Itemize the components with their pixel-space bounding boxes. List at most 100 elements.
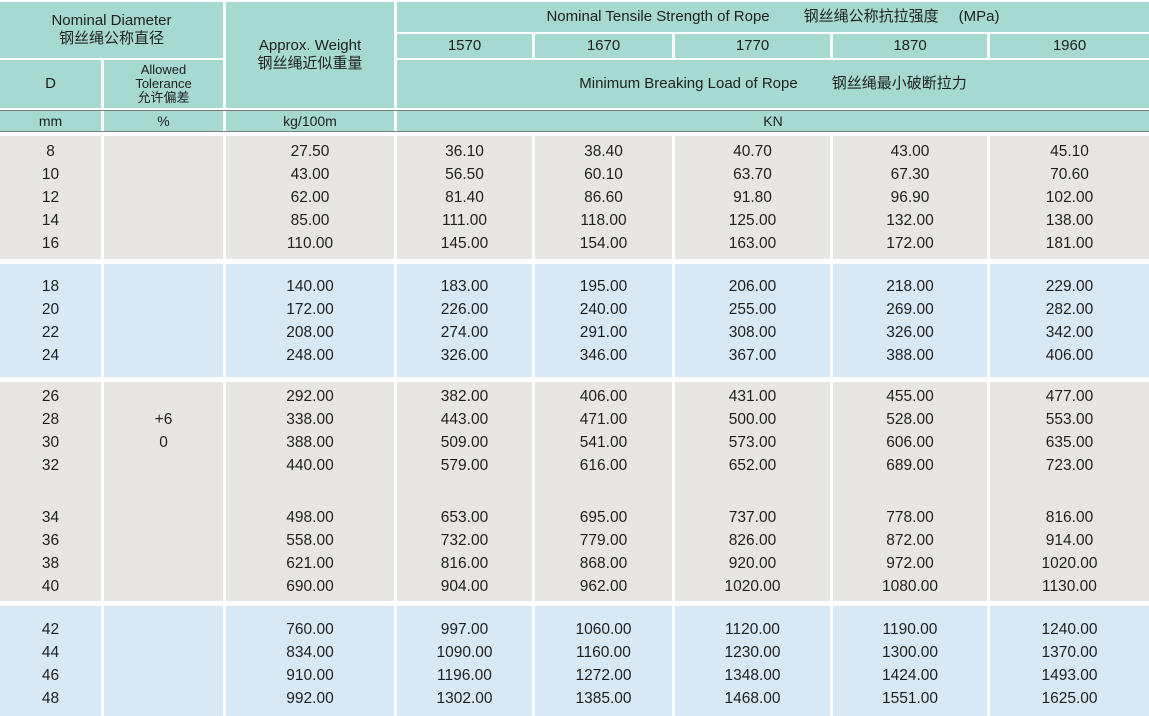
cell-weight-d48: 992.00	[286, 690, 334, 707]
cell-load-1870-d32: 689.00	[886, 457, 934, 474]
units-row: mm % kg/100m KN	[0, 110, 1149, 132]
header-grade-1870: 1870	[833, 34, 987, 58]
cell-load-1960-d48: 1625.00	[1041, 690, 1098, 707]
column-load-1670-group-1: 38.40 60.10 86.60 118.00 154.00	[535, 136, 672, 259]
cell-load-1960-d10: 70.60	[1050, 166, 1089, 183]
cell-load-1670-d34: 695.00	[579, 509, 628, 526]
cell-tolerance-d48	[104, 687, 223, 710]
cell-load-1570-d18: 183.00	[440, 278, 489, 295]
cell-tolerance-d30: 0	[159, 434, 168, 451]
column-load-1570-group-3: 382.00 443.00 509.00 579.00 653.00 732.00 816.…	[397, 382, 532, 601]
cell-load-1770-d38: 920.00	[728, 555, 777, 572]
cell-weight-d8: 27.50	[290, 143, 330, 160]
cell-load-1960-d30: 635.00	[1045, 434, 1094, 451]
column-weight-group-2: 140.00 172.00 208.00 248.00	[226, 264, 394, 377]
cell-load-1870-d30: 606.00	[886, 434, 934, 451]
unit-load-kn: KN	[397, 111, 1149, 131]
cell-load-1960-d24: 406.00	[1045, 347, 1094, 364]
cell-diameter-d8: 8	[46, 143, 55, 160]
cell-load-1670-d30: 541.00	[579, 434, 628, 451]
group-row-spacer	[226, 477, 394, 506]
column-weight-group-3: 292.00 338.00 388.00 440.00 498.00 558.00 621.…	[226, 382, 394, 601]
cell-tolerance-d40	[104, 575, 223, 598]
cell-diameter-d18: 18	[41, 278, 60, 295]
group-row-spacer	[675, 477, 830, 506]
cell-tolerance-d18	[104, 275, 223, 298]
cell-load-1770-d36: 826.00	[728, 532, 777, 549]
cell-weight-d46: 910.00	[286, 667, 334, 684]
cell-tolerance-d34	[104, 506, 223, 529]
group-row-spacer	[833, 477, 987, 506]
cell-load-1870-d46: 1424.00	[881, 667, 939, 684]
cell-load-1570-d34: 653.00	[440, 509, 489, 526]
cell-diameter-d10: 10	[41, 166, 60, 183]
header-allowed-tolerance-line2: Tolerance	[135, 76, 192, 91]
column-load-1870-group-1: 43.00 67.30 96.90 132.00 172.00	[833, 136, 987, 259]
cell-load-1870-d42: 1190.00	[882, 621, 938, 638]
cell-load-1770-d40: 1020.00	[724, 578, 781, 595]
cell-load-1870-d44: 1300.00	[881, 644, 939, 661]
header-grade-1770: 1770	[675, 34, 830, 58]
cell-load-1870-d10: 67.30	[890, 166, 930, 183]
cell-weight-d20: 172.00	[286, 301, 334, 318]
cell-weight-d18: 140.00	[286, 278, 334, 295]
cell-diameter-d36: 36	[41, 532, 60, 549]
column-load-1770-group-4: 1120.00 1230.00 1348.00 1468.00	[675, 606, 830, 716]
cell-load-1670-d48: 1385.00	[575, 690, 632, 707]
cell-tolerance-d20	[104, 298, 223, 321]
header-tensile-strength-unit: (MPa)	[958, 8, 1000, 25]
cell-load-1870-d14: 132.00	[886, 212, 934, 229]
cell-weight-d30: 388.00	[286, 434, 334, 451]
cell-diameter-d20: 20	[41, 301, 60, 318]
cell-weight-d26: 292.00	[286, 388, 334, 405]
cell-load-1670-d38: 868.00	[579, 555, 628, 572]
cell-load-1870-d38: 972.00	[886, 555, 934, 572]
cell-load-1960-d8: 45.10	[1050, 143, 1089, 160]
cell-tolerance-d22	[104, 321, 223, 344]
column-load-1770-group-2: 206.00 255.00 308.00 367.00	[675, 264, 830, 377]
cell-load-1960-d34: 816.00	[1045, 509, 1094, 526]
cell-diameter-d38: 38	[41, 555, 60, 572]
cell-load-1670-d22: 291.00	[579, 324, 628, 341]
column-load-1870-group-2: 218.00 269.00 326.00 388.00	[833, 264, 987, 377]
header-tensile-strength-en: Nominal Tensile Strength of Rope	[546, 8, 770, 25]
cell-load-1960-d16: 181.00	[1045, 235, 1094, 252]
cell-load-1960-d14: 138.00	[1045, 212, 1094, 229]
column-load-1570-group-1: 36.10 56.50 81.40 111.00 145.00	[397, 136, 532, 259]
cell-load-1960-d26: 477.00	[1045, 388, 1094, 405]
cell-tolerance-d42	[104, 618, 223, 641]
column-tolerance-group-3: +6 0	[104, 382, 223, 601]
cell-diameter-d22: 22	[41, 324, 60, 341]
cell-load-1770-d24: 367.00	[728, 347, 777, 364]
cell-load-1770-d30: 573.00	[728, 434, 777, 451]
cell-tolerance-d28: +6	[154, 411, 173, 428]
group-row-spacer	[990, 477, 1149, 506]
group-row-spacer	[104, 477, 223, 506]
cell-diameter-d24: 24	[41, 347, 60, 364]
header-tensile-strength-zh: 钢丝绳公称抗拉强度	[803, 8, 939, 25]
header-allowed-tolerance-zh: 允许偏差	[137, 90, 190, 105]
cell-load-1570-d20: 226.00	[440, 301, 489, 318]
cell-weight-d44: 834.00	[286, 644, 334, 661]
cell-load-1670-d26: 406.00	[579, 388, 628, 405]
cell-load-1770-d26: 431.00	[728, 388, 777, 405]
column-load-1960-group-1: 45.10 70.60 102.00 138.00 181.00	[990, 136, 1149, 259]
cell-load-1570-d16: 145.00	[440, 235, 489, 252]
header-approx-weight: Approx. Weight 钢丝绳近似重量	[226, 2, 394, 108]
column-load-1670-group-4: 1060.00 1160.00 1272.00 1385.00	[535, 606, 672, 716]
cell-load-1570-d26: 382.00	[440, 388, 489, 405]
cell-load-1960-d38: 1020.00	[1041, 555, 1098, 572]
cell-load-1870-d24: 388.00	[886, 347, 934, 364]
cell-load-1770-d44: 1230.00	[724, 644, 781, 661]
cell-load-1670-d40: 962.00	[579, 578, 628, 595]
header-nominal-diameter-zh: 钢丝绳公称直径	[58, 30, 164, 47]
cell-diameter-d32: 32	[41, 457, 60, 474]
cell-load-1870-d34: 778.00	[886, 509, 934, 526]
cell-tolerance-d12	[104, 186, 223, 209]
cell-weight-d24: 248.00	[286, 347, 334, 364]
cell-tolerance-d36	[104, 529, 223, 552]
body-group-4: 42 44 46 48 760.00 834.00 910.00 992.00 997.00 1…	[0, 606, 1149, 716]
header-tensile-strength: Nominal Tensile Strength of Rope 钢丝绳公称抗拉…	[397, 2, 1149, 32]
cell-load-1770-d28: 500.00	[728, 411, 777, 428]
cell-load-1670-d42: 1060.00	[575, 621, 632, 638]
